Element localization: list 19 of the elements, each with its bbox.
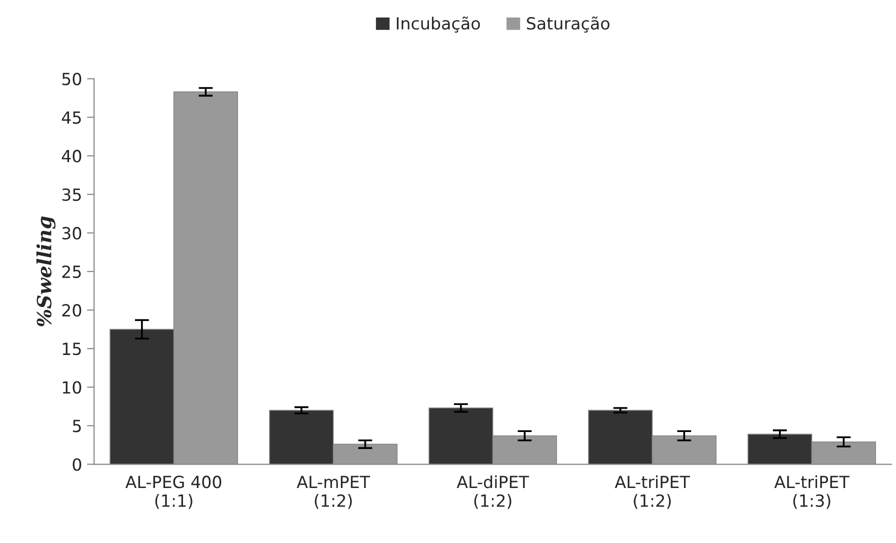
y-tick-label: 35: [62, 188, 81, 201]
y-tick-label: 40: [62, 150, 82, 162]
y-tick-label: 50: [62, 72, 82, 86]
x-tick-label: AL-triPET (1:3): [774, 475, 850, 509]
y-tick-label: 10: [62, 381, 82, 394]
x-tick-label: AL-PEG 400 (1:1): [125, 476, 222, 509]
legend-label: Saturação: [526, 16, 610, 33]
y-tick-label: 45: [62, 111, 81, 124]
x-tick-label: AL-diPET (1:2): [456, 475, 530, 509]
y-tick-label: 0: [72, 458, 82, 471]
y-tick-label: 20: [62, 304, 82, 317]
y-tick-label: 25: [62, 265, 81, 278]
y-tick-label: 5: [72, 420, 81, 432]
x-tick-label: AL-mPET (1:2): [296, 476, 370, 509]
y-tick-label: 30: [62, 226, 82, 240]
y-axis-title: %Swelling: [36, 216, 56, 326]
y-tick-label: 15: [62, 342, 81, 356]
legend-label: Incubação: [396, 16, 480, 33]
x-tick-label: AL-triPET (1:2): [614, 475, 690, 509]
